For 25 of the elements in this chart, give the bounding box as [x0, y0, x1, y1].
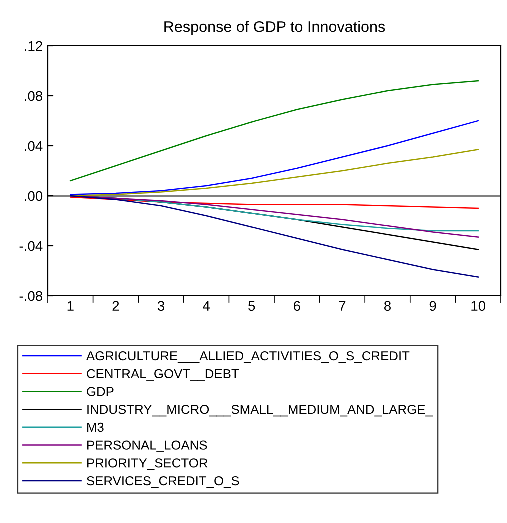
legend-label: GDP: [87, 387, 114, 396]
legend-label: CENTRAL_GOVT__DEBT: [87, 369, 240, 381]
legend-label: AGRICULTURE___ALLIED_ACTIVITIES_O_S_CREDIT: [86, 352, 410, 364]
y-tick-label: .12: [25, 41, 42, 52]
x-tick-label: 4: [203, 301, 210, 311]
legend-label: PRIORITY_SECTOR: [88, 458, 208, 470]
x-tick-label: 7: [339, 301, 346, 311]
x-tick-label: 9: [430, 301, 436, 312]
x-tick-label: 6: [294, 301, 300, 312]
x-tick-label: 2: [112, 301, 120, 311]
legend-label: INDUSTRY__MICRO___SMALL__MEDIUM_AND_LARGE_: [88, 405, 434, 417]
legend-label: SERVICES_CREDIT_O_S: [87, 476, 240, 488]
y-tick-label: -.08: [20, 291, 43, 302]
y-tick-label: .04: [25, 141, 43, 152]
x-tick-label: 8: [384, 301, 392, 312]
x-tick-label: 1: [68, 301, 74, 311]
chart-title: Response of GDP to Innovations: [164, 21, 386, 36]
x-tick-label: 5: [248, 301, 256, 312]
legend-label: M3: [88, 422, 104, 432]
y-tick-label: .08: [25, 91, 43, 102]
y-tick-label: -.04: [20, 241, 43, 252]
y-tick-label: .00: [25, 191, 43, 202]
legend-label: PERSONAL_LOANS: [88, 440, 208, 452]
x-tick-label: 10: [472, 301, 486, 312]
x-tick-label: 3: [158, 301, 164, 312]
